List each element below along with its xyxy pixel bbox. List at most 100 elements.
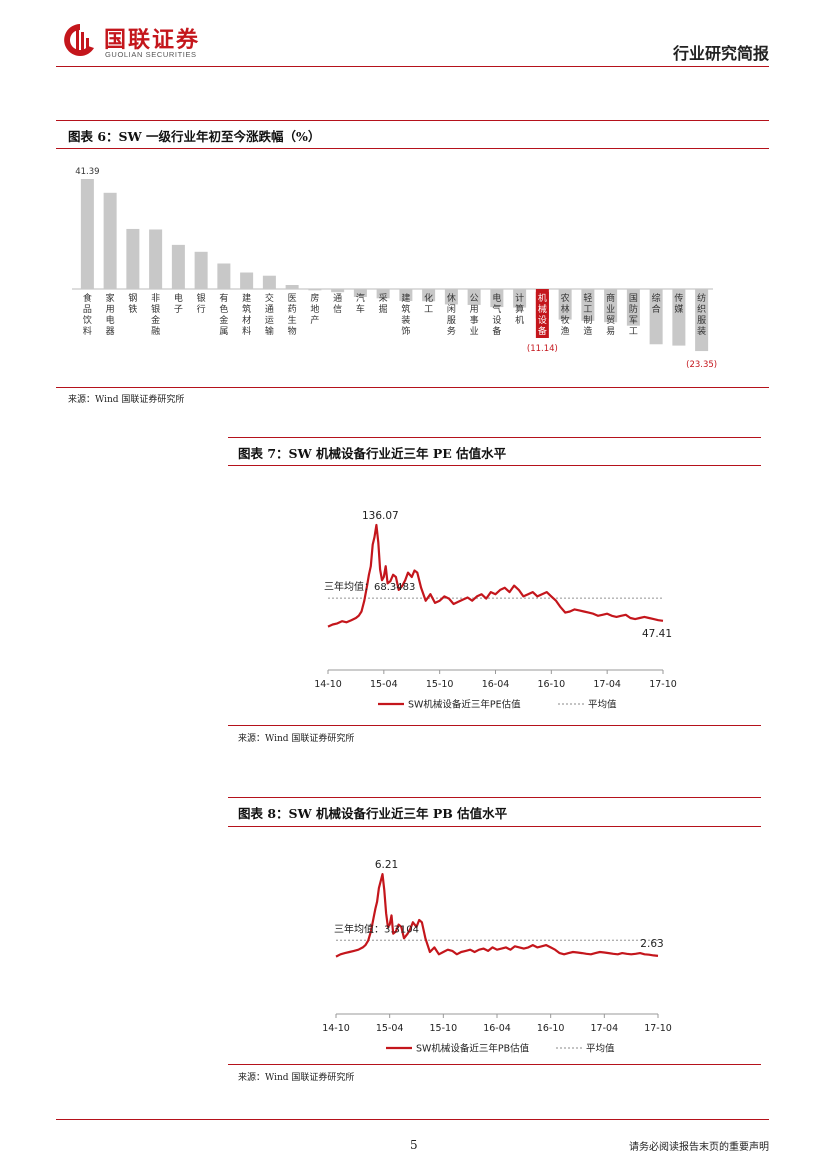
fig8-title-rule bbox=[228, 826, 761, 827]
fig6-top-rule bbox=[56, 120, 769, 121]
fig6-category-label: 地 bbox=[310, 303, 319, 315]
fig6-category-label: 工 bbox=[583, 305, 592, 315]
fig6-category-label: 业 bbox=[606, 304, 615, 315]
fig6-category-label: 食 bbox=[83, 292, 92, 304]
fig6-category-label: 用 bbox=[470, 304, 479, 315]
fig6-bar bbox=[376, 289, 390, 299]
fig6-category-label: 银 bbox=[151, 303, 160, 315]
fig6-category-label: 林 bbox=[561, 303, 570, 315]
fig6-bar bbox=[240, 272, 254, 289]
fig6-bar bbox=[422, 289, 436, 302]
fig6-category-label: 汽 bbox=[356, 292, 365, 304]
fig6-category-label: 传 bbox=[674, 292, 683, 304]
fig6-bar bbox=[80, 179, 94, 289]
fig6-category-label: 铁 bbox=[128, 303, 137, 315]
fig6-bar bbox=[490, 289, 504, 308]
fig6-category-label: 药 bbox=[288, 304, 297, 315]
fig7-x-tick-label: 16-04 bbox=[482, 679, 510, 690]
fig6-bar bbox=[217, 263, 231, 289]
fig6-category-label: 融 bbox=[151, 326, 160, 337]
fig8-average-annotation: 三年均值：3.3104 bbox=[334, 922, 419, 935]
fig6-category-label: 钢 bbox=[128, 292, 137, 304]
fig6-data-label: 41.39 bbox=[75, 167, 99, 177]
fig8-bottom-rule bbox=[228, 1064, 761, 1065]
fig6-bar bbox=[262, 275, 276, 289]
fig6-category-label: 工 bbox=[424, 305, 433, 315]
fig6-category-label: 器 bbox=[106, 326, 115, 337]
fig6-category-label: 料 bbox=[242, 325, 251, 337]
fig7-average-annotation: 三年均值：68.3483 bbox=[324, 580, 415, 593]
fig7-x-tick-label: 17-04 bbox=[593, 679, 621, 690]
fig6-category-label: 车 bbox=[356, 303, 365, 315]
fig6-bar bbox=[444, 289, 458, 305]
fig6-category-label: 掘 bbox=[379, 303, 388, 315]
logo-mark-icon bbox=[64, 24, 94, 56]
fig6-category-label: 饮 bbox=[83, 314, 92, 326]
fig6-category-label: 织 bbox=[697, 303, 706, 315]
fig6-category-label: 材 bbox=[242, 314, 251, 326]
fig7-data-label: 136.07 bbox=[362, 510, 399, 522]
fig6-category-label: 服 bbox=[447, 315, 456, 326]
fig6-bar bbox=[308, 289, 322, 291]
fig8-legend-average-label: 平均值 bbox=[586, 1043, 615, 1055]
fig7-x-tick-label: 15-10 bbox=[426, 679, 454, 690]
fig7-title: 图表 7：SW 机械设备行业近三年 PE 估值水平 bbox=[238, 446, 507, 461]
fig6-category-label: 造 bbox=[583, 325, 592, 337]
fig6-category-label: 易 bbox=[606, 326, 615, 337]
fig7-source: 来源：Wind 国联证券研究所 bbox=[238, 734, 355, 744]
fig8-x-tick-label: 14-10 bbox=[322, 1023, 350, 1034]
fig6-category-label: 渔 bbox=[561, 326, 570, 337]
fig6-category-label: 军 bbox=[629, 315, 638, 326]
fig6-category-label: 贸 bbox=[606, 314, 615, 326]
fig6-category-label: 色 bbox=[219, 303, 228, 315]
fig6-bar bbox=[467, 289, 481, 305]
fig6-category-label: 采 bbox=[379, 293, 388, 304]
fig6-category-label-highlight: 机 bbox=[538, 292, 547, 304]
fig7-bottom-rule bbox=[228, 725, 761, 726]
report-type: 行业研究简报 bbox=[672, 44, 769, 63]
fig6-category-label: 休 bbox=[447, 292, 456, 304]
fig6-bar bbox=[695, 289, 709, 352]
fig6-bottom-rule bbox=[56, 387, 769, 388]
fig6-category-label: 合 bbox=[652, 303, 661, 315]
page-number: 5 bbox=[410, 1138, 418, 1152]
fig6-category-label: 事 bbox=[470, 314, 479, 326]
fig6-bar bbox=[626, 289, 640, 326]
fig8-x-tick-label: 16-04 bbox=[483, 1023, 511, 1034]
fig6-category-label: 装 bbox=[401, 314, 410, 326]
fig6-category-label: 媒 bbox=[674, 304, 683, 315]
footer-rule bbox=[56, 1119, 769, 1120]
fig6-category-label: 通 bbox=[333, 293, 342, 304]
fig7-title-rule bbox=[228, 465, 761, 466]
fig6-bar bbox=[604, 289, 618, 323]
fig6-category-label: 医 bbox=[288, 293, 297, 304]
fig6-category-label: 行 bbox=[197, 303, 206, 315]
fig6-category-label: 输 bbox=[265, 325, 274, 337]
fig6-category-label: 电 bbox=[106, 314, 115, 326]
fig6-category-label: 房 bbox=[310, 292, 319, 304]
fig6-category-label: 电 bbox=[174, 292, 183, 304]
fig6-category-label: 计 bbox=[515, 292, 524, 304]
fig6-category-label: 业 bbox=[470, 326, 479, 337]
fig6-category-label: 商 bbox=[606, 292, 615, 304]
fig8-title: 图表 8：SW 机械设备行业近三年 PB 估值水平 bbox=[238, 806, 508, 821]
fig6-bar bbox=[331, 289, 345, 293]
fig7-x-tick-label: 14-10 bbox=[314, 679, 342, 690]
fig6-category-label: 饰 bbox=[401, 325, 410, 337]
fig6-bar bbox=[194, 251, 208, 289]
fig6-category-label: 生 bbox=[288, 314, 297, 326]
fig6-category-label: 牧 bbox=[561, 314, 570, 326]
fig7-top-rule bbox=[228, 437, 761, 438]
fig6-category-label: 设 bbox=[492, 315, 501, 326]
fig8-source: 来源：Wind 国联证券研究所 bbox=[238, 1073, 355, 1083]
fig6-category-label: 建 bbox=[401, 292, 410, 304]
fig6-title-rule bbox=[56, 148, 769, 149]
fig6-bar bbox=[672, 289, 686, 346]
fig8-x-tick-label: 16-10 bbox=[537, 1023, 565, 1034]
fig6-category-label: 备 bbox=[492, 325, 501, 337]
footer-disclaimer: 请务必阅读报告末页的重要声明 bbox=[629, 1142, 769, 1153]
fig8-data-label: 6.21 bbox=[375, 859, 398, 871]
fig6-category-label: 银 bbox=[197, 292, 206, 304]
fig6-category-label: 筑 bbox=[242, 303, 251, 315]
fig7-series-line bbox=[327, 523, 664, 628]
